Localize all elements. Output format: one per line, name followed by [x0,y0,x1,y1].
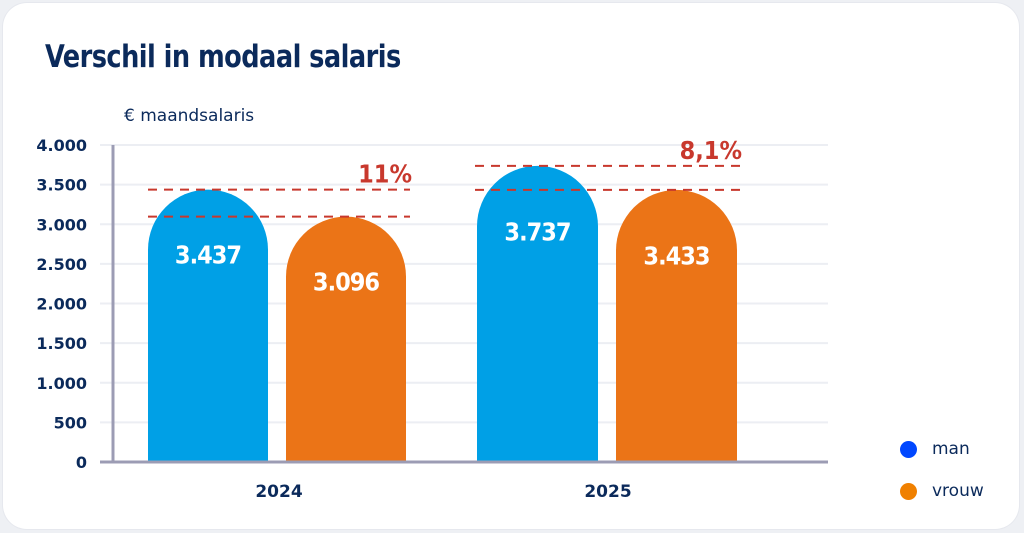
chart-title: Verschil in modaal salaris [45,39,401,75]
difference-label: 11% [358,160,412,189]
bars: 3.437 3.096 3.737 3.433 [148,165,737,463]
legend-item-vrouw: vrouw [900,470,984,512]
x-tick-label: 2025 [584,482,631,502]
legend-marker-man [900,440,917,458]
y-tick-label: 2.000 [36,295,87,314]
legend-item-man: man [900,428,984,470]
y-tick-label: 3.500 [36,176,87,195]
y-tick-label: 4.000 [36,136,87,155]
y-tick-label: 0 [76,453,87,472]
axes [100,145,828,464]
y-tick-label: 3.000 [36,215,87,234]
bar-vrouw-2025 [616,189,737,462]
y-axis-label: € maandsalaris [124,106,255,126]
difference-label: 8,1% [680,136,742,165]
y-tick-label: 2.500 [36,255,87,274]
bar-man-2024 [148,189,268,463]
y-tick-label: 1.500 [36,334,87,353]
legend-label-vrouw: vrouw [932,481,984,501]
bar-value-label: 3.437 [175,241,241,270]
bar-vrouw-2024 [286,216,406,462]
bar-value-label: 3.737 [504,217,570,246]
legend: man vrouw [900,428,984,512]
difference-annotations: 11% 8,1% [148,136,742,218]
legend-marker-vrouw [900,482,917,500]
legend-label-man: man [932,439,970,459]
bar-man-2025 [477,165,598,463]
y-tick-label: 500 [54,413,87,432]
y-axis-ticks: 0 500 1.000 1.500 2.000 2.500 3.000 3.500 4.000 [36,136,87,472]
bar-value-label: 3.096 [313,268,379,297]
y-tick-label: 1.000 [36,374,87,393]
x-tick-label: 2024 [255,482,302,502]
bar-value-label: 3.433 [643,241,709,270]
x-axis-ticks: 2024 2025 [255,482,631,502]
